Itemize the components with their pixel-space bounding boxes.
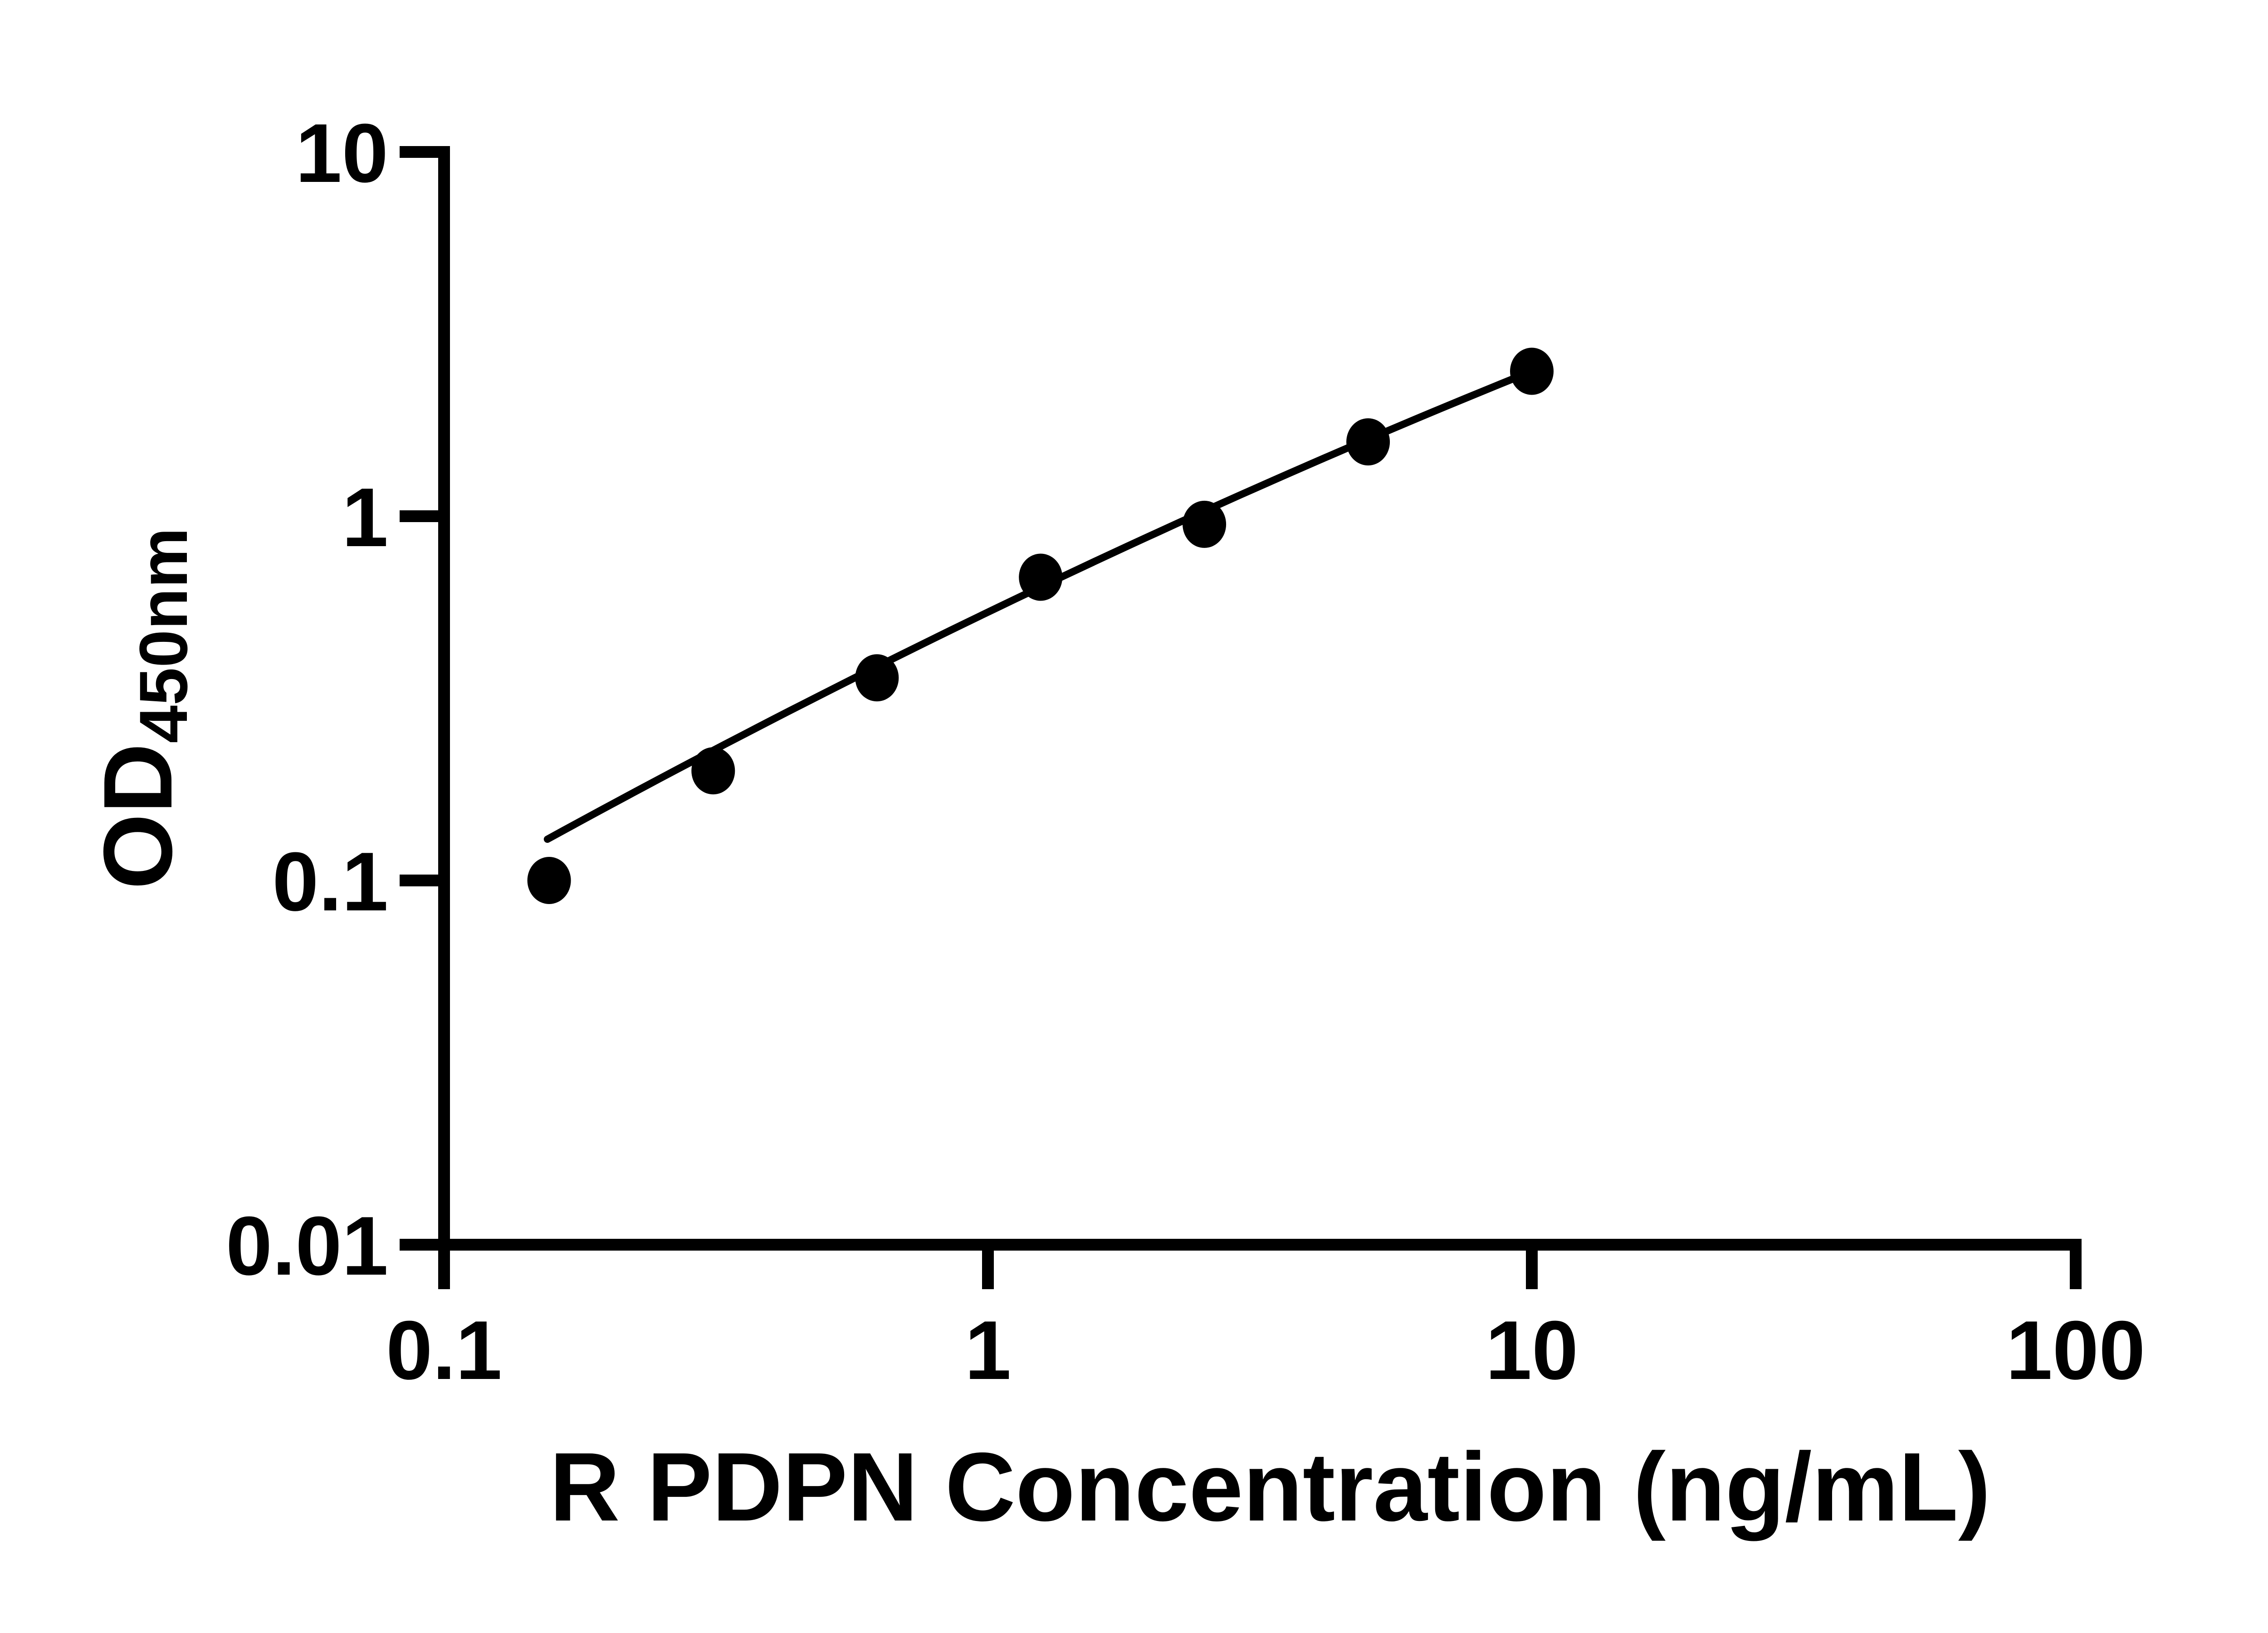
data-point-7: [1510, 347, 1554, 395]
y-tick-label-1: 1: [342, 470, 388, 564]
x-tick-label-100: 100: [2006, 1303, 2146, 1397]
data-point-1: [527, 857, 571, 904]
y-axis-title: OD450nm: [83, 528, 201, 890]
data-point-5: [1183, 500, 1227, 548]
x-tick-label-0.1: 0.1: [386, 1303, 502, 1397]
data-point-6: [1346, 418, 1390, 466]
x-axis-title: R PDPN Concentration (ng/mL): [549, 1432, 1990, 1541]
y-tick-label-10: 10: [295, 106, 388, 200]
y-tick-label-0.1: 0.1: [272, 835, 388, 928]
y-tick-label-0.01: 0.01: [226, 1199, 388, 1292]
data-point-3: [855, 654, 899, 702]
data-point-2: [691, 747, 735, 795]
x-tick-label-10: 10: [1486, 1303, 1579, 1397]
data-point-4: [1019, 553, 1063, 601]
x-tick-label-1: 1: [965, 1303, 1011, 1397]
